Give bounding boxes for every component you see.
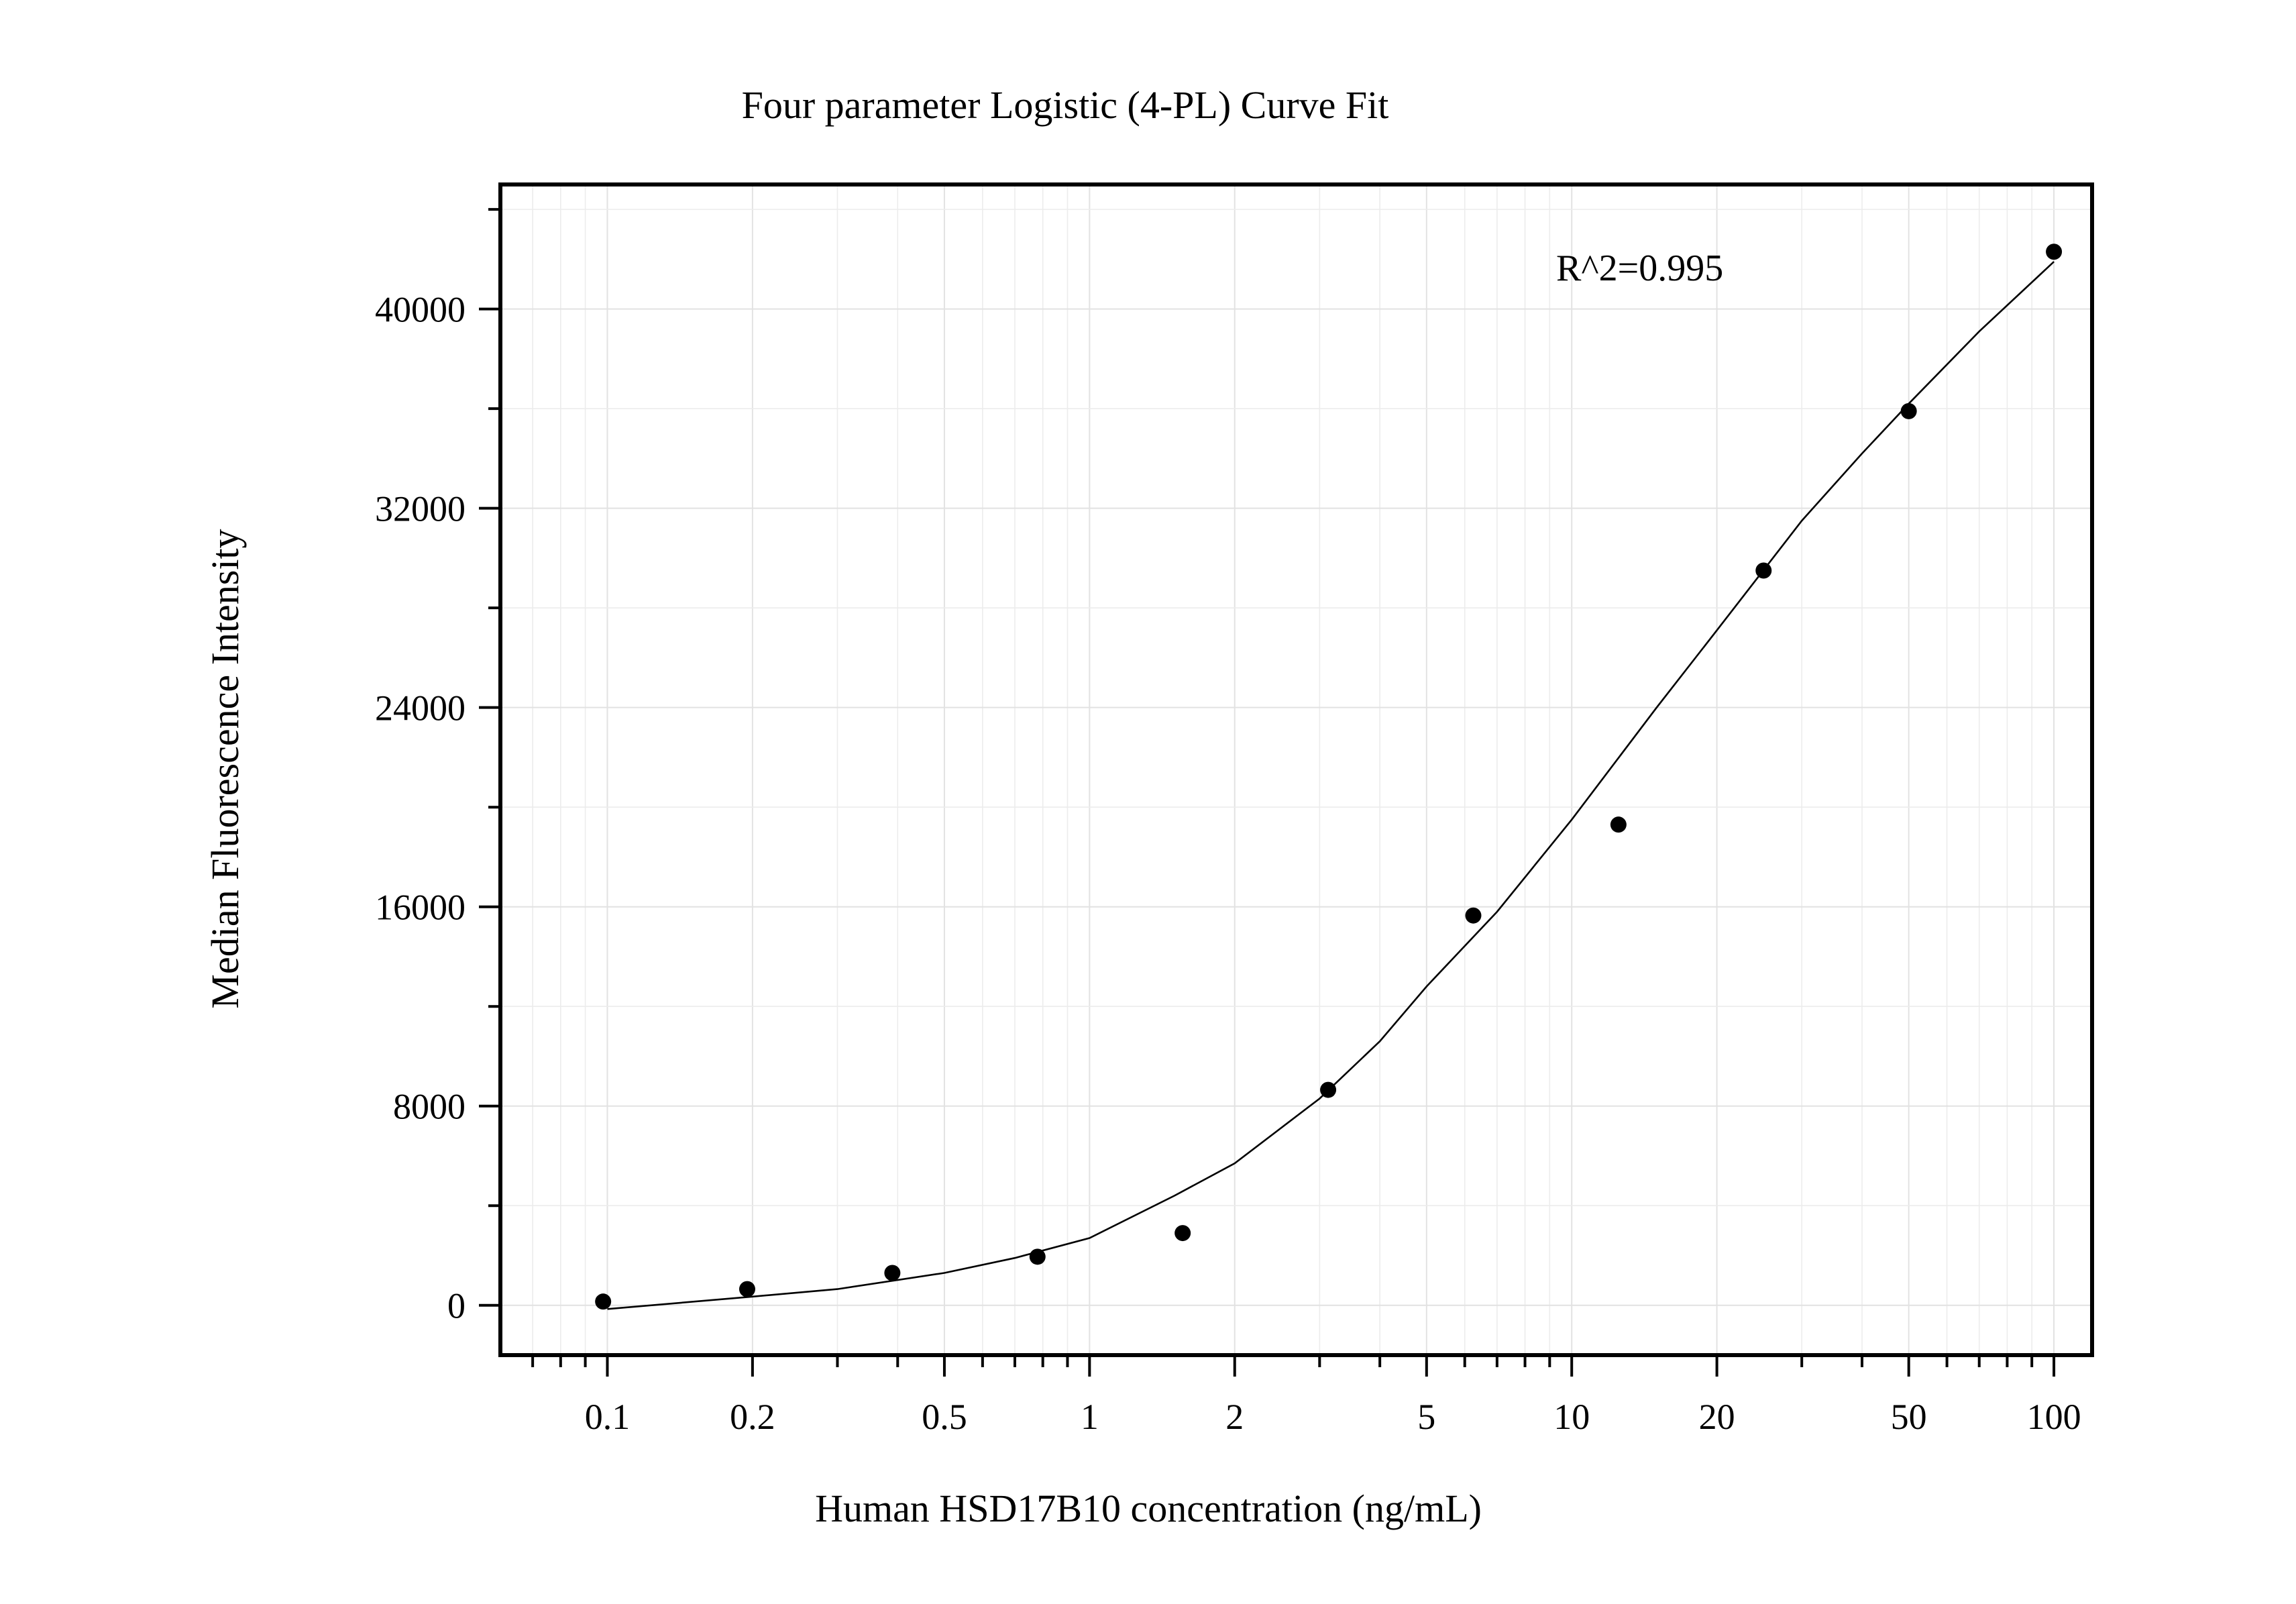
data-point [1755, 562, 1772, 579]
data-point [595, 1293, 612, 1310]
y-tick-label: 8000 [393, 1087, 466, 1127]
y-tick-label: 24000 [375, 688, 466, 729]
data-point [1029, 1248, 1046, 1265]
r-squared-annotation: R^2=0.995 [1556, 248, 1723, 289]
y-axis-title: Median Fluorescence Intensity [203, 529, 247, 1008]
x-tick-label: 50 [1891, 1397, 1927, 1437]
grid [500, 184, 2092, 1355]
data-point [1610, 816, 1627, 833]
data-point [2046, 244, 2063, 260]
data-point [884, 1265, 901, 1281]
data-points [595, 244, 2063, 1310]
data-point [1174, 1225, 1191, 1242]
y-tick-label: 16000 [375, 888, 466, 928]
x-tick-label: 20 [1699, 1397, 1735, 1437]
x-tick-label: 2 [1225, 1397, 1244, 1437]
data-point [1900, 403, 1917, 419]
chart-title: Four parameter Logistic (4-PL) Curve Fit [742, 83, 1389, 127]
x-tick-label: 10 [1553, 1397, 1590, 1437]
data-point [739, 1281, 755, 1297]
y-tick-label: 40000 [375, 290, 466, 330]
data-point [1465, 907, 1482, 924]
y-tick-label: 0 [447, 1286, 466, 1326]
x-tick-label: 0.5 [922, 1397, 967, 1437]
fit-curve [607, 261, 2055, 1310]
fit-curve-group [607, 261, 2055, 1310]
x-tick-label: 100 [2027, 1397, 2081, 1437]
x-tick-label: 0.1 [585, 1397, 631, 1437]
tick-labels: 0.1 0.2 0.5 1 2 5 10 20 50 100 0 8000 16000 24000 3200… [375, 290, 2081, 1437]
data-point [1320, 1081, 1337, 1098]
x-tick-label: 5 [1417, 1397, 1435, 1437]
plot-frame [498, 182, 2094, 1357]
x-tick-label: 1 [1081, 1397, 1099, 1437]
y-tick-label: 32000 [375, 489, 466, 529]
x-axis-title: Human HSD17B10 concentration (ng/mL) [815, 1487, 1482, 1530]
x-tick-label: 0.2 [730, 1397, 775, 1437]
axis-ticks [479, 208, 2056, 1377]
